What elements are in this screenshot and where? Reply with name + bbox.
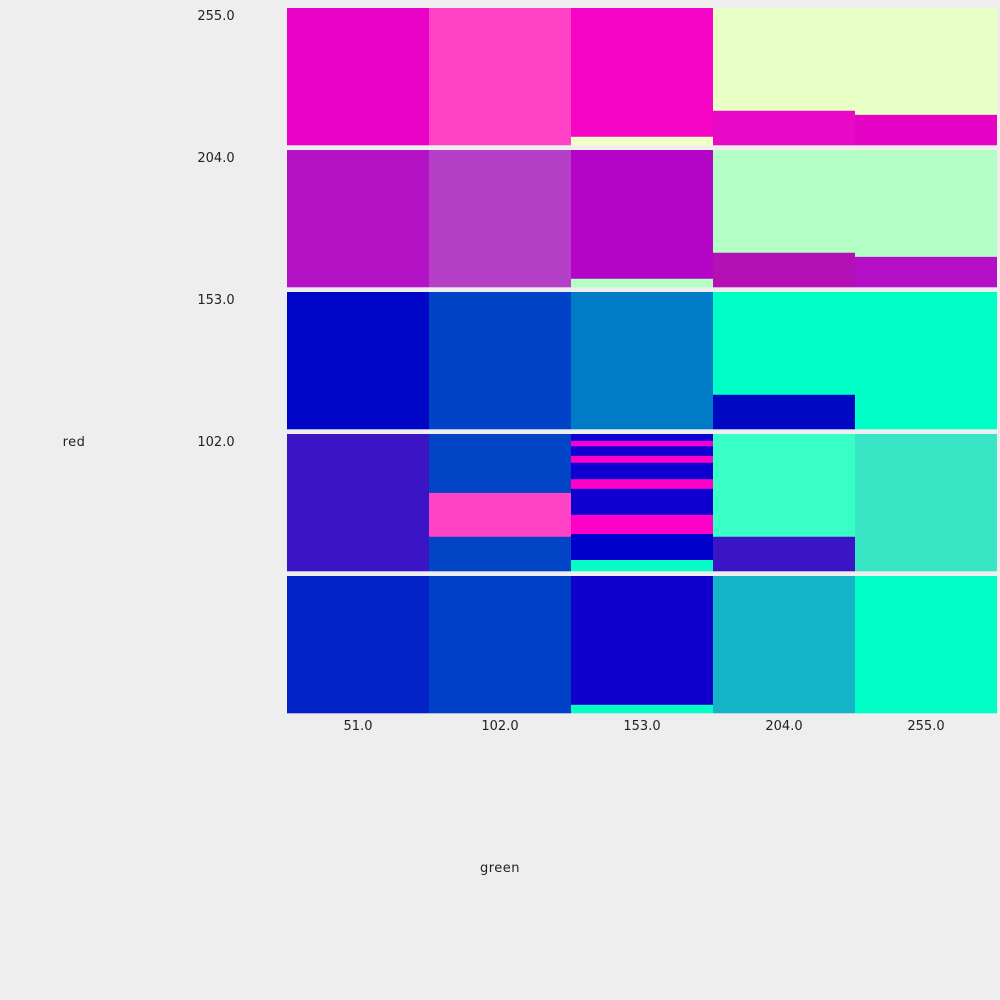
- mosaic-cell-r2-c2-s0: [571, 292, 713, 430]
- mosaic-cell-r3-c4-s0: [855, 434, 997, 572]
- mosaic-cell-r0-c2-s1: [571, 136, 713, 146]
- mosaic-cell-r4-c0-s0: [287, 576, 429, 714]
- mosaic-cell-r2-c0-s0: [287, 292, 429, 430]
- mosaic-cell-r0-c0-s0: [287, 8, 429, 146]
- mosaic-cell-r0-c3-s1: [713, 110, 855, 146]
- mosaic-cell-r1-c2-s0: [571, 150, 713, 280]
- y-axis-title: red: [63, 435, 86, 450]
- mosaic-cell-r1-c4-s0: [855, 150, 997, 258]
- mosaic-cell-r3-c0-s0: [287, 434, 429, 572]
- y-tick-label: 255.0: [197, 9, 234, 24]
- mosaic-cell-r3-c2-s0: [571, 434, 713, 442]
- x-axis-title: green: [480, 861, 520, 876]
- y-tick-labels: 255.0 204.0 153.0 102.0: [197, 9, 234, 450]
- mosaic-cell-r1-c2-s1: [571, 278, 713, 288]
- x-tick-labels: 51.0 102.0 153.0 204.0 255.0: [344, 719, 945, 734]
- mosaic-cell-r1-c3-s0: [713, 150, 855, 254]
- mosaic-cell-r4-c3-s0: [713, 576, 855, 714]
- x-tick-label: 102.0: [481, 719, 518, 734]
- mosaic-cell-r2-c1-s0: [429, 292, 571, 430]
- mosaic-cell-r0-c2-s0: [571, 8, 713, 138]
- mosaic-cell-r3-c2-s3: [571, 455, 713, 464]
- mosaic-cell-r3-c2-s7: [571, 514, 713, 535]
- y-tick-label: 204.0: [197, 151, 234, 166]
- mosaic-cell-r3-c2-s8: [571, 534, 713, 561]
- mosaic-cell-r3-c2-s2: [571, 446, 713, 457]
- x-tick-label: 255.0: [907, 719, 944, 734]
- mosaic-cell-r3-c3-s1: [713, 536, 855, 572]
- mosaic-cell-r3-c2-s5: [571, 479, 713, 490]
- mosaic-cell-r0-c1-s0: [429, 8, 571, 146]
- mosaic-cell-r0-c3-s0: [713, 8, 855, 112]
- mosaic-cell-r4-c4-s0: [855, 576, 997, 714]
- mosaic-cell-r4-c2-s1: [571, 704, 713, 714]
- mosaic-cell-r3-c2-s4: [571, 462, 713, 480]
- mosaic-cell-r1-c3-s1: [713, 252, 855, 288]
- mosaic-cell-r1-c1-s0: [429, 150, 571, 288]
- mosaic-cell-r0-c4-s0: [855, 8, 997, 116]
- x-tick-label: 204.0: [765, 719, 802, 734]
- mosaic-cell-r3-c2-s9: [571, 560, 713, 572]
- x-tick-label: 51.0: [344, 719, 373, 734]
- y-tick-label: 102.0: [197, 435, 234, 450]
- mosaic-cell-r4-c1-s0: [429, 576, 571, 714]
- mosaic-cell-r3-c2-s6: [571, 488, 713, 516]
- mosaic-cell-r2-c3-s0: [713, 292, 855, 396]
- mosaic-cell-r1-c0-s0: [287, 150, 429, 288]
- mosaic-cell-r3-c1-s2: [429, 536, 571, 572]
- mosaic-cell-r0-c4-s1: [855, 114, 997, 146]
- x-tick-label: 153.0: [623, 719, 660, 734]
- y-tick-label: 153.0: [197, 293, 234, 308]
- mosaic-cell-r3-c1-s0: [429, 434, 571, 494]
- mosaic-cell-r3-c3-s0: [713, 434, 855, 538]
- mosaic-cell-r1-c4-s1: [855, 256, 997, 288]
- mosaic-cell-r2-c4-s0: [855, 292, 997, 430]
- mosaic-cell-r2-c3-s1: [713, 394, 855, 430]
- mosaic-cells: [287, 8, 997, 714]
- mosaic-cell-r4-c2-s0: [571, 576, 713, 706]
- mosaic-cell-r3-c1-s1: [429, 492, 571, 538]
- mosaic-cell-r3-c2-s1: [571, 440, 713, 447]
